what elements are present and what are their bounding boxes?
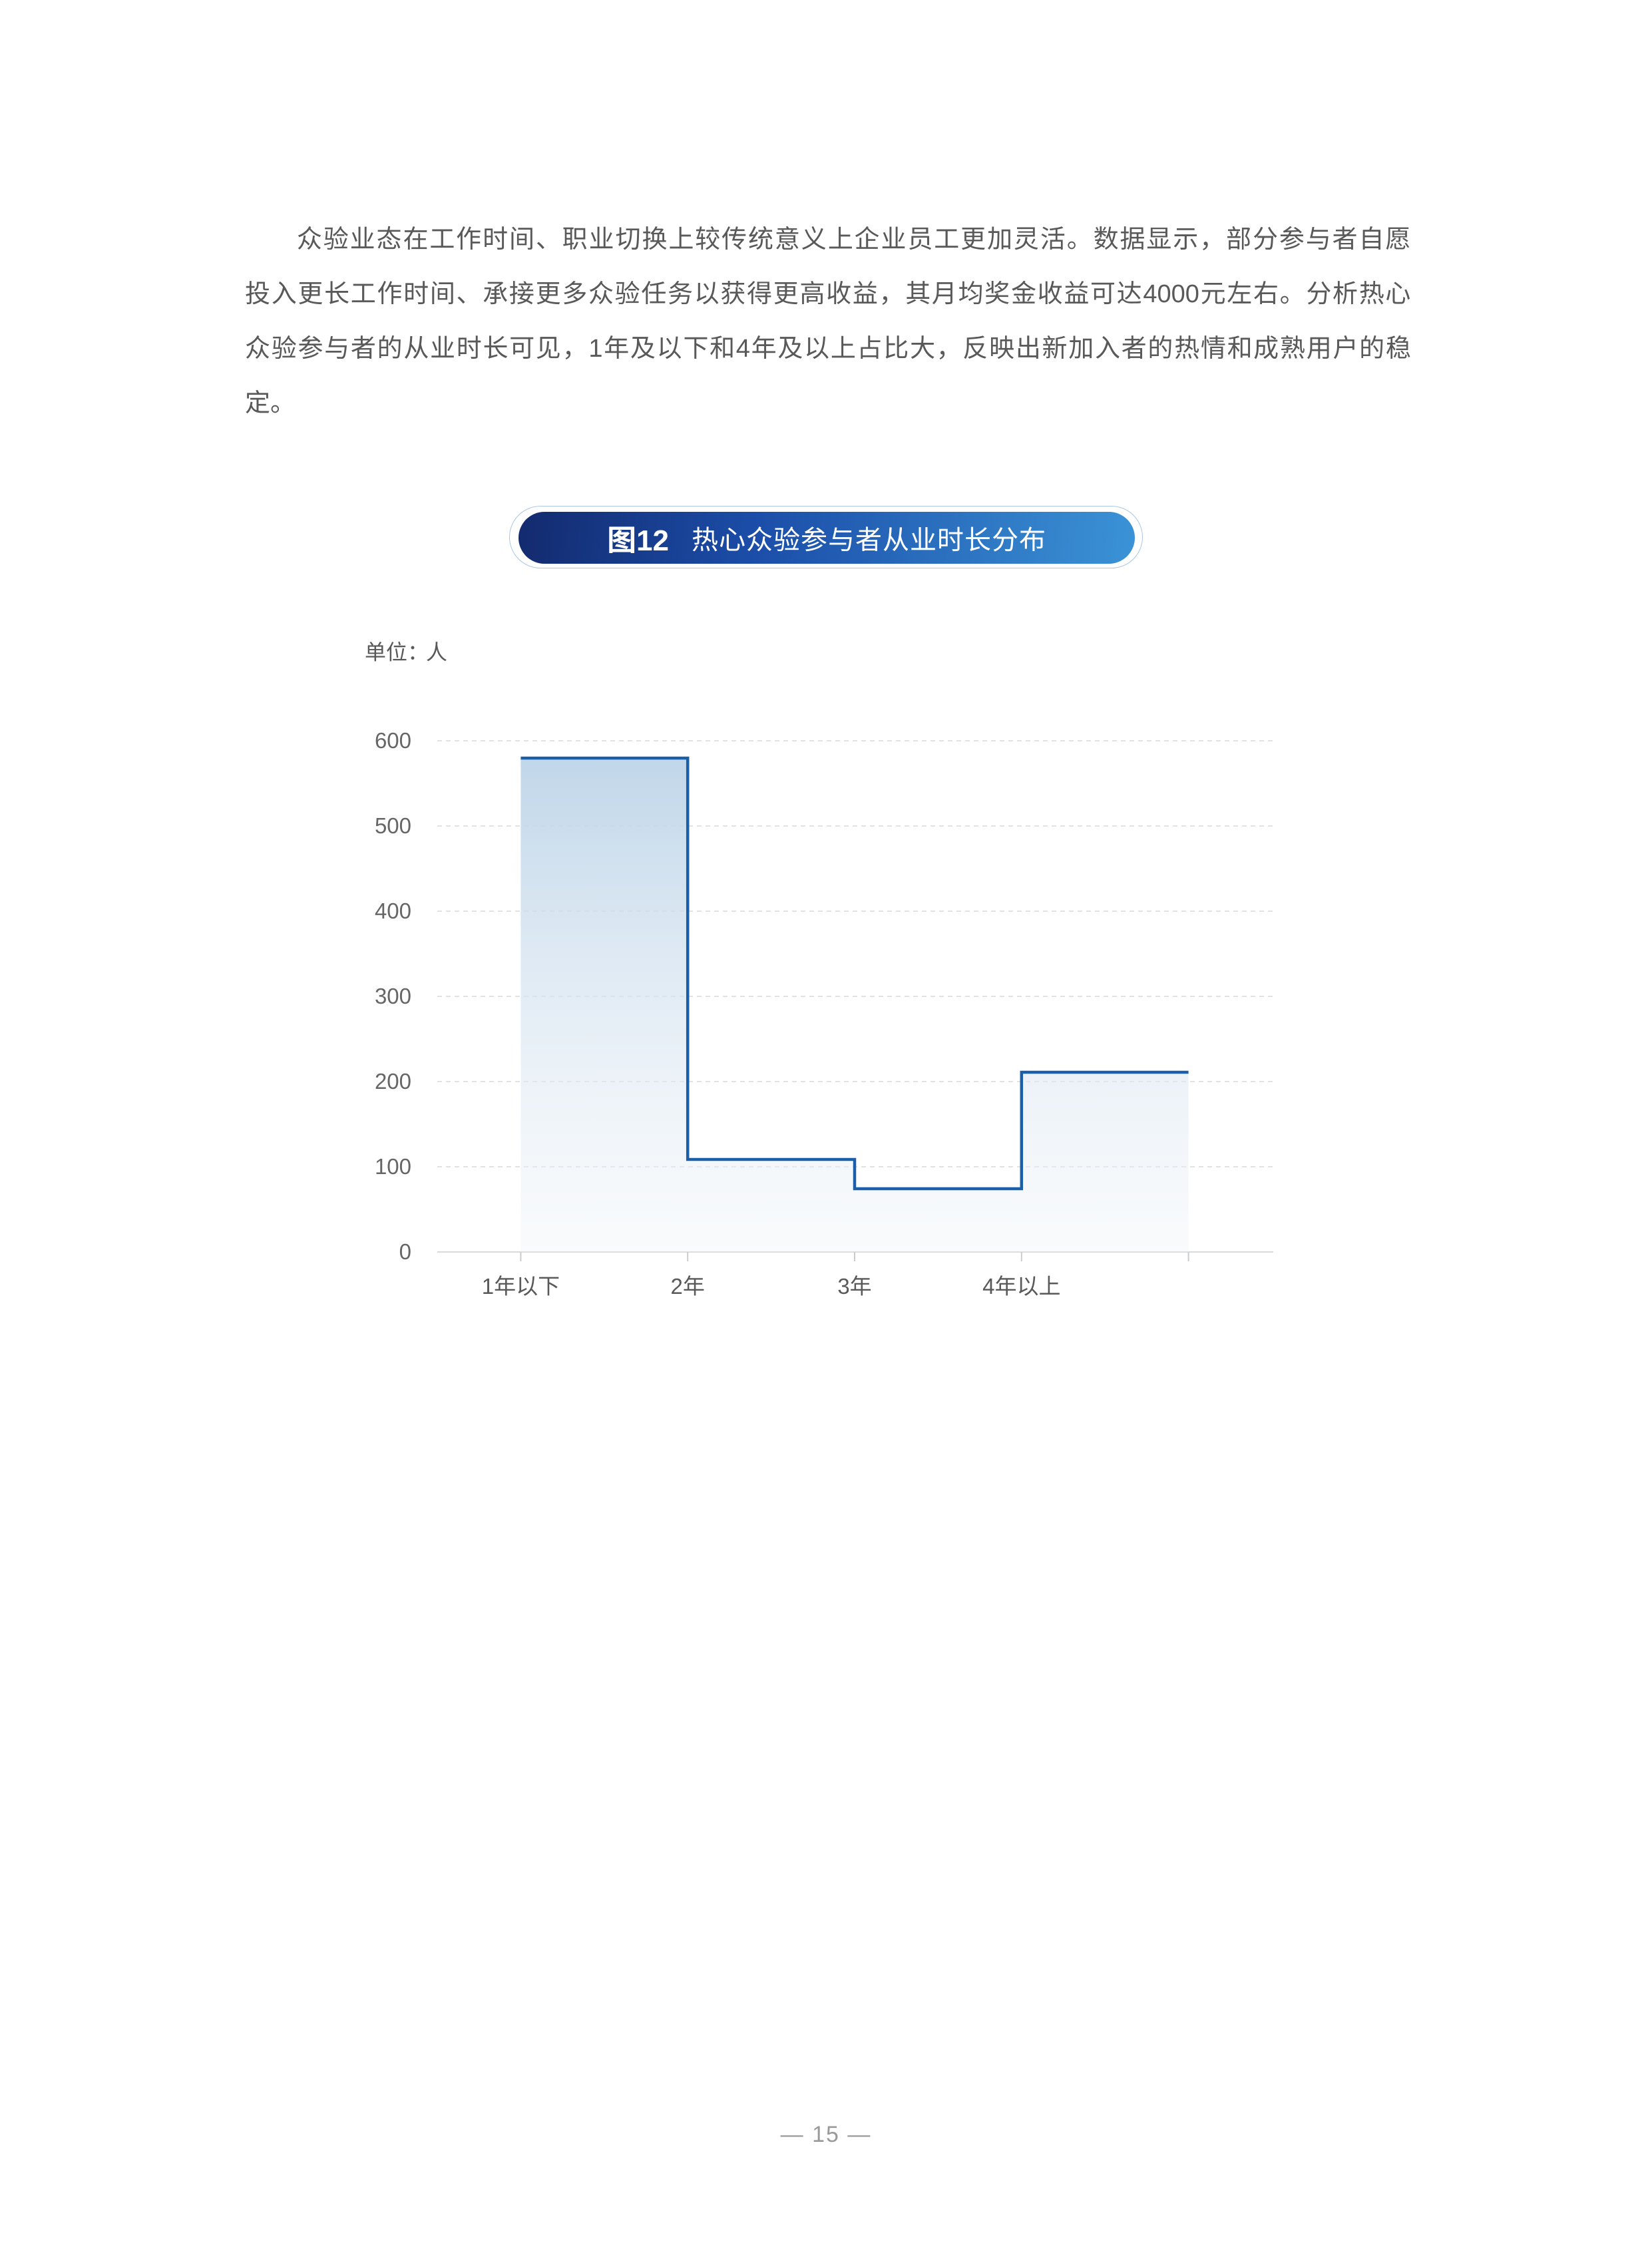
svg-text:200: 200 (375, 1069, 411, 1094)
svg-text:500: 500 (375, 813, 411, 838)
svg-text:4年以上: 4年以上 (982, 1274, 1060, 1299)
svg-text:2年: 2年 (671, 1274, 705, 1299)
svg-text:0: 0 (399, 1239, 411, 1264)
svg-text:300: 300 (375, 984, 411, 1008)
svg-text:1年以下: 1年以下 (482, 1274, 560, 1299)
svg-text:600: 600 (375, 728, 411, 753)
svg-text:100: 100 (375, 1154, 411, 1179)
svg-text:400: 400 (375, 899, 411, 923)
svg-text:3年: 3年 (837, 1274, 871, 1299)
